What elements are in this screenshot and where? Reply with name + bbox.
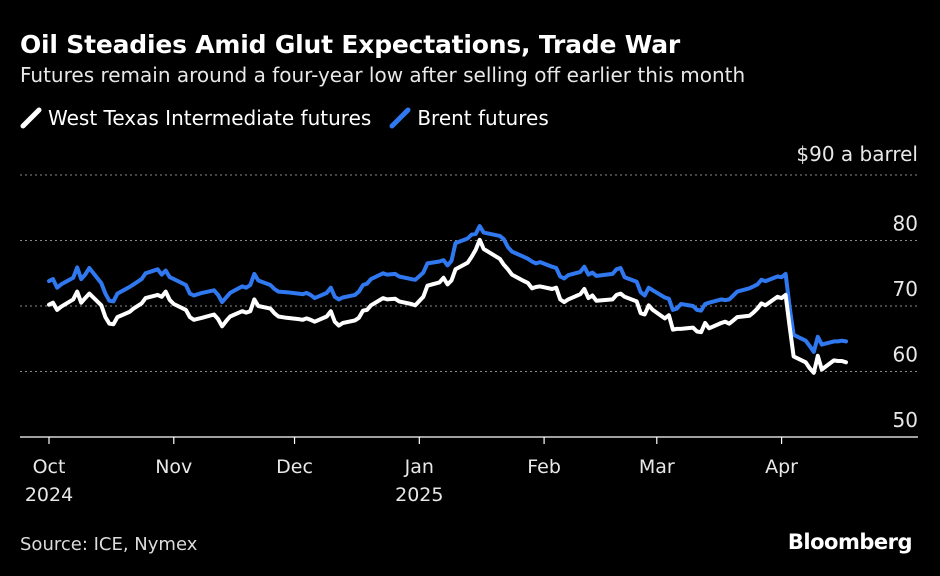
- x-tick-label: Dec: [276, 456, 313, 478]
- chart-title: Oil Steadies Amid Glut Expectations, Tra…: [20, 30, 681, 59]
- x-tick-label: Nov: [155, 456, 192, 478]
- chart-subtitle: Futures remain around a four-year low af…: [20, 63, 746, 87]
- x-tick-label: Oct: [33, 456, 66, 478]
- x-tick-label: Jan: [404, 456, 434, 478]
- legend-item-brent: Brent futures: [389, 106, 549, 130]
- y-tick-label: 60: [893, 343, 918, 367]
- y-tick-label: 50: [893, 408, 918, 432]
- y-tick-label: 80: [893, 212, 918, 236]
- x-tick-label: Mar: [639, 456, 675, 478]
- legend-item-wti: West Texas Intermediate futures: [20, 106, 371, 130]
- source-note: Source: ICE, Nymex: [20, 534, 198, 555]
- x-tick-label: Apr: [765, 456, 798, 478]
- wti-series-line: [47, 237, 848, 375]
- brent-line-swatch-icon: [389, 107, 411, 129]
- brent-series-line: [47, 224, 848, 354]
- y-axis-unit-label: $90 a barrel: [796, 142, 918, 166]
- x-tick-label: Feb: [527, 456, 561, 478]
- legend-label-brent: Brent futures: [417, 106, 549, 130]
- wti-line-swatch-icon: [20, 107, 42, 129]
- y-tick-label: 70: [893, 277, 918, 301]
- legend-label-wti: West Texas Intermediate futures: [48, 106, 372, 130]
- x-tick-year-label: 2025: [395, 484, 443, 506]
- x-tick-year-label: 2024: [25, 484, 73, 506]
- bloomberg-logo: Bloomberg: [787, 530, 913, 554]
- legend: West Texas Intermediate futures Brent fu…: [20, 106, 567, 130]
